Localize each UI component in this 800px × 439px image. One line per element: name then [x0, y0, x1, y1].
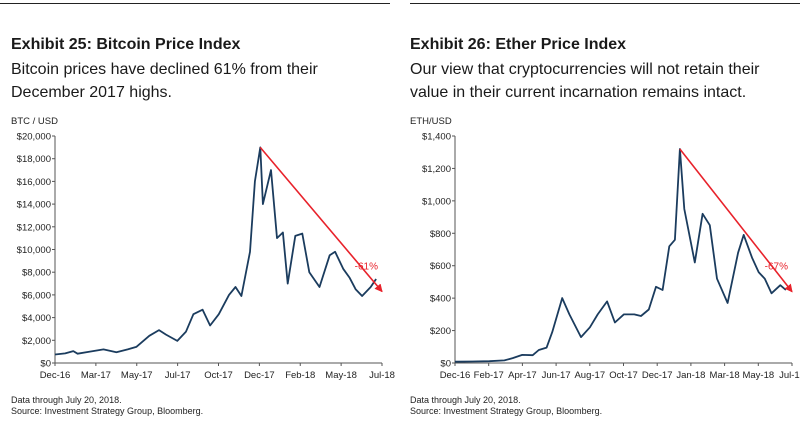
y-tick-label: $10,000	[17, 245, 51, 256]
x-tick-label: May-18	[742, 370, 774, 381]
x-tick-label: Aug-17	[574, 370, 605, 381]
y-axis-unit-label: ETH/USD	[410, 116, 452, 127]
x-tick-label: Jul-18	[369, 370, 395, 381]
y-tick-label: $0	[440, 359, 451, 370]
x-tick-label: Dec-17	[244, 370, 275, 381]
y-tick-label: $16,000	[17, 177, 51, 188]
exhibit-title: Exhibit 26: Ether Price Index	[410, 36, 627, 53]
y-tick-label: $14,000	[17, 200, 51, 211]
y-tick-label: $4,000	[22, 313, 51, 324]
x-tick-label: Jul-18	[779, 370, 800, 381]
price-series-line	[454, 148, 787, 363]
y-tick-label: $0	[40, 359, 51, 370]
x-tick-label: Mar-18	[710, 370, 740, 381]
y-tick-label: $1,400	[422, 132, 451, 143]
y-tick-label: $2,000	[22, 336, 51, 347]
x-tick-label: Dec-16	[40, 370, 71, 381]
x-tick-label: Oct-17	[204, 370, 233, 381]
source-note: Source: Investment Strategy Group, Bloom…	[410, 406, 603, 416]
exhibit-26-panel: Exhibit 26: Ether Price Index Our view t…	[410, 0, 800, 439]
y-tick-label: $6,000	[22, 290, 51, 301]
exhibit-title: Exhibit 25: Bitcoin Price Index	[11, 36, 241, 53]
x-tick-label: Mar-17	[81, 370, 111, 381]
exhibit-subtitle: Bitcoin prices have declined 61% from th…	[11, 61, 318, 101]
y-tick-label: $800	[430, 229, 451, 240]
exhibit-notes: Data through July 20, 2018. Source: Inve…	[410, 395, 602, 417]
data-through-note: Data through July 20, 2018.	[410, 395, 521, 405]
y-tick-label: $200	[430, 326, 451, 337]
x-tick-label: Feb-17	[474, 370, 504, 381]
top-rule	[0, 3, 390, 4]
y-tick-label: $12,000	[17, 222, 51, 233]
x-tick-label: Oct-17	[609, 370, 638, 381]
x-tick-label: May-18	[325, 370, 357, 381]
y-axis-unit-label: BTC / USD	[11, 116, 58, 127]
bitcoin-price-chart: BTC / USD $0 $2,000 $4,000 $6,000 $8,000 $10,0…	[11, 116, 395, 381]
decline-percent-label: -61%	[355, 261, 378, 272]
y-tick-label: $18,000	[17, 154, 51, 165]
y-tick-label: $400	[430, 294, 451, 305]
x-tick-label: Jul-17	[165, 370, 191, 381]
exhibit-notes: Data through July 20, 2018. Source: Inve…	[11, 395, 203, 417]
exhibit-subtitle: Our view that cryptocurrencies will not …	[410, 61, 760, 101]
y-tick-label: $1,200	[422, 164, 451, 175]
decline-percent-label: -67%	[765, 262, 788, 273]
top-rule	[410, 3, 800, 4]
y-tick-label: $1,000	[422, 196, 451, 207]
x-tick-label: Jun-17	[542, 370, 571, 381]
decline-arrow	[259, 146, 383, 293]
x-tick-label: Dec-17	[642, 370, 673, 381]
decline-arrow	[679, 148, 793, 293]
source-note: Source: Investment Strategy Group, Bloom…	[11, 406, 204, 416]
y-tick-label: $20,000	[17, 132, 51, 143]
y-tick-label: $8,000	[22, 268, 51, 279]
exhibit-25-panel: Exhibit 25: Bitcoin Price Index Bitcoin …	[0, 0, 395, 439]
x-tick-label: Jan-18	[676, 370, 705, 381]
data-through-note: Data through July 20, 2018.	[11, 395, 122, 405]
ether-price-chart: ETH/USD $0 $200 $400 $600 $800 $1,000 $1,200 $1,…	[410, 116, 800, 381]
y-tick-label: $600	[430, 261, 451, 272]
x-tick-label: Dec-16	[440, 370, 471, 381]
x-tick-label: May-17	[121, 370, 153, 381]
x-tick-label: Feb-18	[285, 370, 315, 381]
price-series-line	[54, 146, 377, 356]
x-tick-label: Apr-17	[508, 370, 537, 381]
